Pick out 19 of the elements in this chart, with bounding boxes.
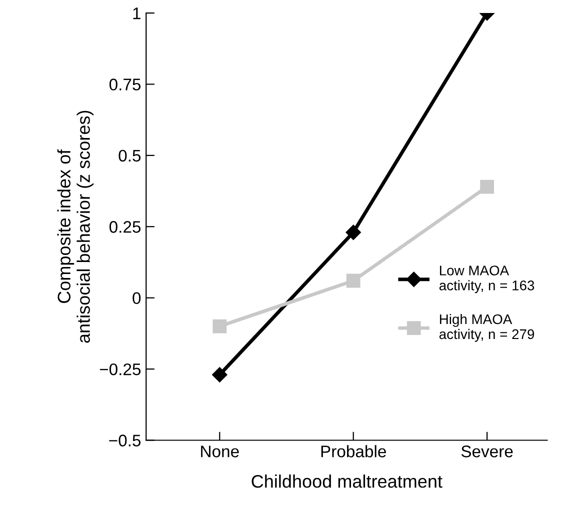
y-tick-label: 0.25	[109, 221, 141, 233]
y-tick-label: 0	[132, 292, 141, 304]
y-tick-label: 1	[133, 8, 140, 20]
x-tick-label: Probable	[321, 445, 386, 458]
x-axis-title: Childhood maltreatment	[252, 474, 442, 488]
point	[212, 367, 228, 382]
point	[346, 224, 361, 240]
x-tick-label: None	[201, 446, 239, 458]
y-tick-label: 0.75	[109, 78, 141, 90]
legend-label: Low MAOA activity, n = 163	[439, 266, 534, 294]
y-tick-label: −0.25	[100, 363, 141, 376]
y-axis-title: Composite index of antisocial behavior (z scores)	[57, 110, 94, 343]
point	[480, 180, 494, 194]
y-tick-label: 0.5	[118, 150, 141, 162]
y-tick-label: −0.5	[109, 434, 141, 446]
point	[212, 319, 227, 334]
legend-label: High MAOA activity, n = 279	[439, 314, 534, 342]
x-tick-label: Severe	[461, 446, 513, 458]
point	[346, 274, 360, 288]
